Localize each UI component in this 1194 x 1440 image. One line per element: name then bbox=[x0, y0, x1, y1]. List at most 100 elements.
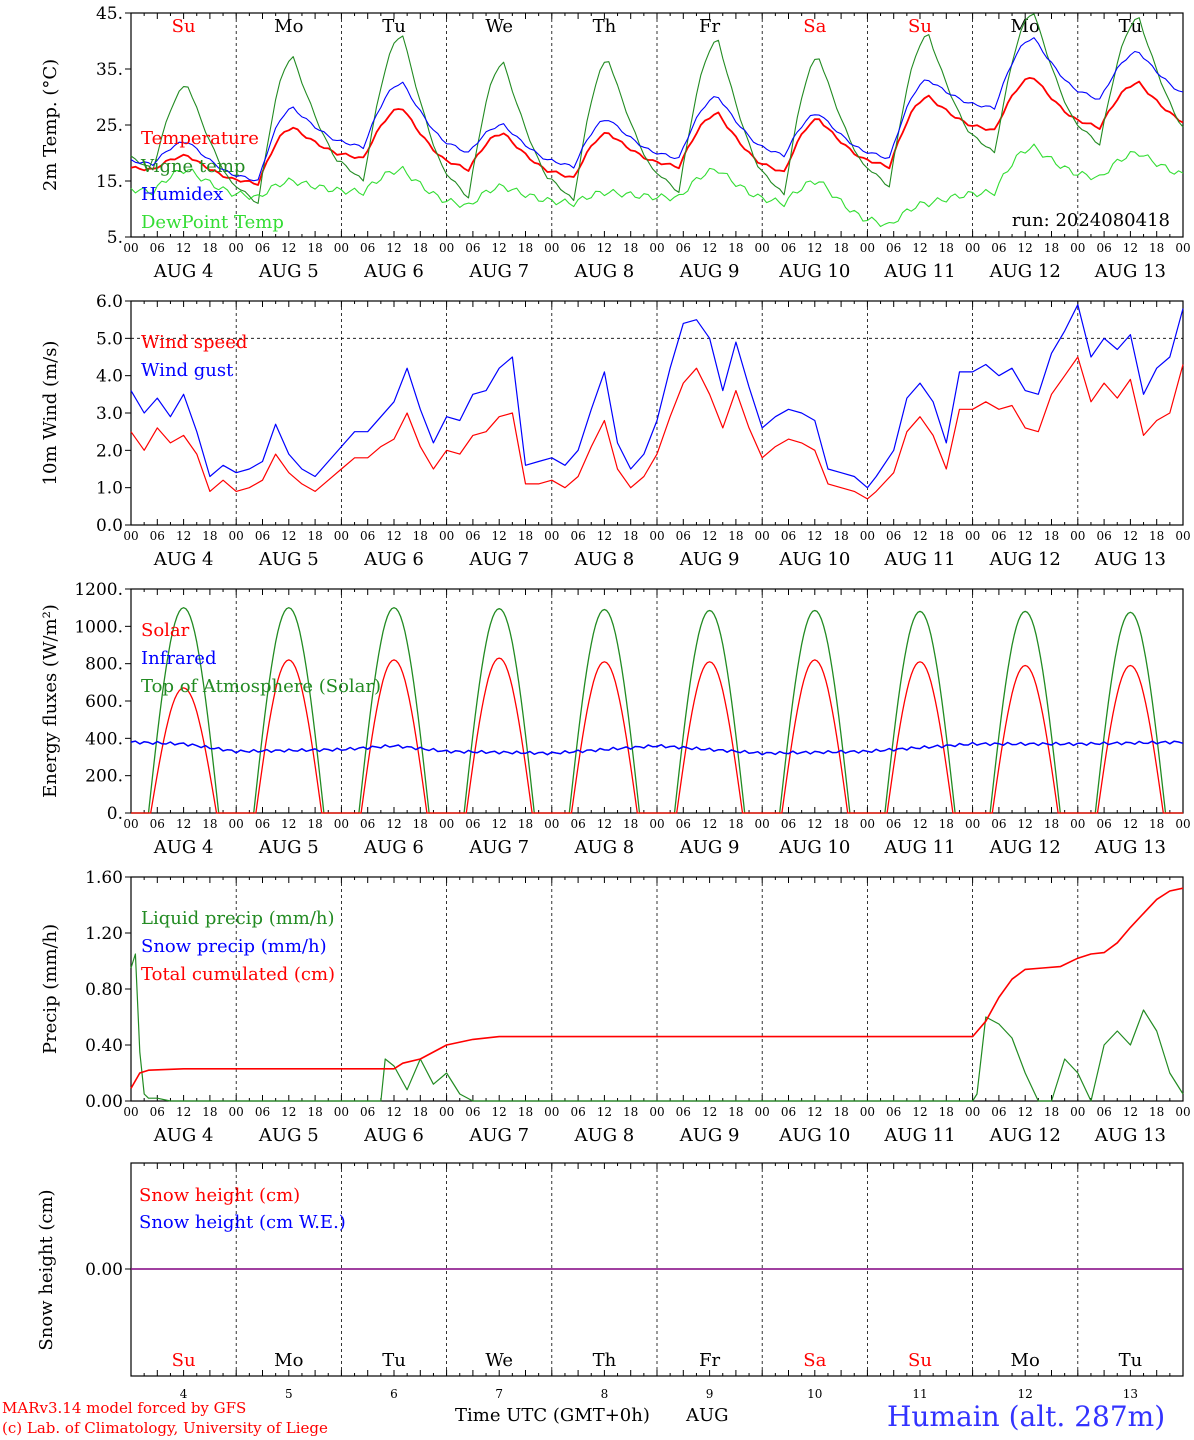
temp-series-1 bbox=[130, 13, 1184, 204]
y-tick-label: 1.20 bbox=[85, 924, 123, 944]
hour-tick-label: 00 bbox=[229, 241, 244, 255]
hour-tick-label: 00 bbox=[649, 529, 664, 543]
date-label: AUG 8 bbox=[574, 261, 635, 282]
day-name-top: Su bbox=[172, 16, 196, 37]
y-tick-label: 600. bbox=[85, 692, 123, 712]
hour-tick-label: 06 bbox=[676, 529, 691, 543]
hour-tick-label: 18 bbox=[728, 1105, 743, 1119]
y-tick-label: 200. bbox=[85, 767, 123, 787]
panel-0-frame bbox=[130, 12, 1184, 238]
hour-tick-label: 18 bbox=[833, 529, 848, 543]
date-label: AUG 13 bbox=[1094, 837, 1166, 858]
x-axis-month: AUG bbox=[686, 1405, 729, 1426]
snow-axis-title: Snow height (cm) bbox=[36, 1189, 57, 1350]
hour-tick-label: 06 bbox=[886, 817, 901, 831]
hour-tick-label: 18 bbox=[413, 817, 428, 831]
hour-tick-label: 12 bbox=[807, 529, 822, 543]
hour-tick-label: 12 bbox=[492, 529, 507, 543]
hour-tick-label: 18 bbox=[1149, 241, 1164, 255]
hour-tick-label: 18 bbox=[518, 529, 533, 543]
hour-tick-label: 18 bbox=[1044, 529, 1059, 543]
hour-tick-label: 00 bbox=[334, 241, 349, 255]
hour-tick-label: 00 bbox=[860, 529, 875, 543]
hour-tick-label: 06 bbox=[465, 817, 480, 831]
hour-tick-label: 12 bbox=[1123, 529, 1138, 543]
hour-tick-label: 06 bbox=[150, 529, 165, 543]
hour-tick-label: 12 bbox=[702, 241, 717, 255]
energy-legend-1: Infrared bbox=[141, 648, 216, 669]
hour-tick-label: 18 bbox=[202, 817, 217, 831]
day-name-top: Su bbox=[908, 16, 932, 37]
liquid-precip-series bbox=[130, 953, 1184, 1102]
hour-tick-label: 12 bbox=[597, 241, 612, 255]
y-tick-label: 15. bbox=[96, 172, 123, 192]
hour-tick-label: 00 bbox=[439, 1105, 454, 1119]
hour-tick-label: 06 bbox=[150, 817, 165, 831]
day-name-bottom: Su bbox=[908, 1350, 932, 1371]
date-label: AUG 6 bbox=[363, 261, 424, 282]
day-number: 9 bbox=[706, 1387, 714, 1401]
day-name-bottom: Mo bbox=[1011, 1350, 1040, 1371]
date-label: AUG 7 bbox=[468, 1125, 529, 1146]
day-number: 8 bbox=[601, 1387, 609, 1401]
hour-tick-label: 18 bbox=[728, 817, 743, 831]
hour-tick-label: 00 bbox=[1070, 1105, 1085, 1119]
hour-tick-label: 00 bbox=[123, 241, 138, 255]
hour-tick-label: 12 bbox=[281, 241, 296, 255]
hour-tick-label: 12 bbox=[281, 817, 296, 831]
hour-tick-label: 06 bbox=[991, 817, 1006, 831]
hour-tick-label: 18 bbox=[623, 1105, 638, 1119]
day-name-bottom: We bbox=[485, 1350, 513, 1371]
day-number: 4 bbox=[180, 1387, 188, 1401]
hour-tick-label: 12 bbox=[1018, 241, 1033, 255]
y-tick-label: 0.80 bbox=[85, 980, 123, 1000]
hour-tick-label: 06 bbox=[1096, 241, 1111, 255]
hour-tick-label: 06 bbox=[991, 241, 1006, 255]
hour-tick-label: 18 bbox=[833, 817, 848, 831]
hour-tick-label: 00 bbox=[965, 1105, 980, 1119]
date-label: AUG 9 bbox=[679, 1125, 740, 1146]
hour-tick-label: 12 bbox=[492, 817, 507, 831]
hour-tick-label: 06 bbox=[570, 241, 585, 255]
date-label: AUG 11 bbox=[883, 1125, 955, 1146]
hour-tick-label: 06 bbox=[886, 241, 901, 255]
y-tick-label: 6.0 bbox=[96, 292, 123, 312]
hour-tick-label: 12 bbox=[1123, 1105, 1138, 1119]
hour-tick-label: 18 bbox=[1149, 1105, 1164, 1119]
hour-tick-label: 18 bbox=[1149, 817, 1164, 831]
hour-tick-label: 12 bbox=[386, 1105, 401, 1119]
hour-tick-label: 06 bbox=[150, 241, 165, 255]
day-name-top: Sa bbox=[803, 16, 826, 37]
temp-axis-title: 2m Temp. (°C) bbox=[40, 59, 61, 191]
hour-tick-label: 18 bbox=[1149, 529, 1164, 543]
x-axis-title: Time UTC (GMT+0h) bbox=[455, 1405, 650, 1426]
date-label: AUG 7 bbox=[468, 549, 529, 570]
hour-tick-label: 00 bbox=[965, 241, 980, 255]
hour-tick-label: 06 bbox=[465, 241, 480, 255]
energy-legend-2: Top of Atmosphere (Solar) bbox=[141, 676, 381, 697]
y-tick-label: 5. bbox=[107, 228, 123, 248]
date-label: AUG 6 bbox=[363, 1125, 424, 1146]
hour-tick-label: 18 bbox=[623, 817, 638, 831]
hour-tick-label: 06 bbox=[781, 529, 796, 543]
y-tick-label: 1200. bbox=[74, 580, 123, 600]
temp-legend-0: Temperature bbox=[141, 128, 259, 149]
hour-tick-label: 18 bbox=[1044, 1105, 1059, 1119]
hour-tick-label: 00 bbox=[439, 817, 454, 831]
hour-tick-label: 12 bbox=[281, 1105, 296, 1119]
hour-tick-label: 06 bbox=[360, 1105, 375, 1119]
hour-tick-label: 06 bbox=[781, 241, 796, 255]
y-tick-label: 1.0 bbox=[96, 479, 123, 499]
hour-tick-label: 00 bbox=[1070, 241, 1085, 255]
y-tick-label: 1000. bbox=[74, 617, 123, 637]
day-name-bottom: Tu bbox=[1119, 1350, 1143, 1371]
hour-tick-label: 18 bbox=[833, 241, 848, 255]
wind-legend-0: Wind speed bbox=[141, 332, 247, 353]
y-tick-label: 0. bbox=[107, 804, 123, 824]
day-number: 7 bbox=[495, 1387, 503, 1401]
hour-tick-label: 12 bbox=[386, 529, 401, 543]
day-name-top: Mo bbox=[274, 16, 303, 37]
hour-tick-label: 18 bbox=[202, 241, 217, 255]
date-label: AUG 12 bbox=[989, 549, 1061, 570]
